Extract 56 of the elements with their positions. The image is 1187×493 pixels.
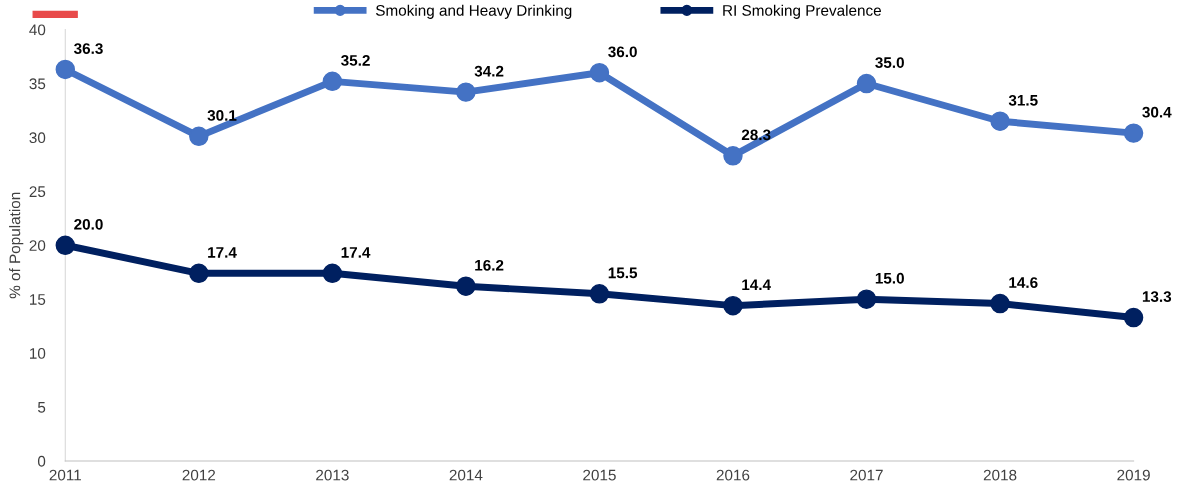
point bbox=[1123, 123, 1144, 143]
y-axis-title: % of Population bbox=[9, 192, 24, 299]
data-label: 15.0 bbox=[875, 272, 904, 284]
data-label: 20.0 bbox=[74, 218, 103, 230]
data-label: 36.3 bbox=[73, 43, 103, 54]
data-label: 17.4 bbox=[208, 247, 237, 258]
x-tick-label: 2019 bbox=[1117, 469, 1150, 481]
data-label: 14.6 bbox=[1009, 277, 1038, 288]
data-label: 35.0 bbox=[875, 57, 904, 68]
point bbox=[589, 62, 610, 83]
point bbox=[856, 73, 877, 94]
x-tick-label: 2016 bbox=[716, 469, 750, 481]
x-tick-label: 2014 bbox=[449, 469, 483, 481]
x-tick-label: 2013 bbox=[316, 469, 349, 481]
data-label: 15.5 bbox=[608, 267, 638, 279]
point bbox=[723, 146, 743, 166]
x-tick-label: 2017 bbox=[850, 469, 883, 481]
point bbox=[189, 126, 209, 147]
data-label: 34.2 bbox=[474, 65, 504, 77]
y-tick-label: 0 bbox=[37, 455, 46, 467]
y-tick-label: 20 bbox=[29, 240, 46, 251]
x-tick-label: 2012 bbox=[182, 469, 216, 481]
point bbox=[456, 82, 476, 102]
point bbox=[322, 263, 343, 284]
point bbox=[1123, 307, 1144, 328]
data-label: 13.3 bbox=[1142, 291, 1172, 303]
data-label: 35.2 bbox=[341, 55, 370, 66]
data-label: 30.4 bbox=[1142, 106, 1172, 118]
x-tick-label: 2015 bbox=[583, 469, 616, 481]
point bbox=[589, 284, 610, 304]
data-label: 14.4 bbox=[742, 279, 771, 290]
data-label: 17.4 bbox=[341, 247, 371, 258]
y-tick-label: 10 bbox=[30, 347, 46, 359]
y-tick-label: 40 bbox=[29, 24, 46, 36]
data-label: 36.0 bbox=[608, 46, 637, 58]
data-label: 31.5 bbox=[1008, 94, 1038, 106]
data-label: 30.1 bbox=[207, 110, 237, 121]
point bbox=[990, 293, 1010, 314]
point bbox=[856, 289, 877, 309]
point bbox=[55, 235, 76, 255]
x-tick-label: 2011 bbox=[49, 469, 81, 481]
point bbox=[456, 276, 476, 296]
data-label: 16.2 bbox=[475, 259, 504, 271]
y-tick-label: 5 bbox=[37, 402, 46, 413]
y-tick-label: 15 bbox=[30, 294, 46, 305]
y-tick-label: 30 bbox=[29, 132, 46, 144]
point bbox=[990, 111, 1010, 131]
x-tick-label: 2018 bbox=[983, 469, 1017, 481]
point bbox=[189, 263, 209, 284]
legend-label: RI Smoking Prevalence bbox=[723, 4, 881, 19]
y-tick-label: 25 bbox=[29, 186, 46, 198]
y-tick-label: 35 bbox=[29, 78, 46, 90]
point bbox=[723, 295, 743, 316]
point bbox=[322, 71, 343, 92]
legend-label: Smoking and Heavy Drinking bbox=[375, 4, 572, 19]
point bbox=[55, 59, 76, 80]
